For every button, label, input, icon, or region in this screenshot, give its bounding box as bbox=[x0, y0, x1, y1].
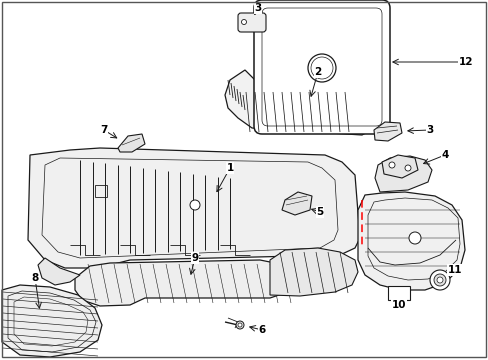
Polygon shape bbox=[2, 285, 102, 357]
Polygon shape bbox=[118, 134, 145, 152]
Bar bbox=[387, 286, 409, 300]
Text: 2: 2 bbox=[314, 67, 321, 77]
Circle shape bbox=[404, 165, 410, 171]
Polygon shape bbox=[381, 155, 417, 178]
Circle shape bbox=[429, 270, 449, 290]
Text: 4: 4 bbox=[440, 150, 448, 160]
FancyBboxPatch shape bbox=[253, 0, 389, 134]
Polygon shape bbox=[28, 148, 359, 268]
Circle shape bbox=[241, 19, 246, 24]
Text: 12: 12 bbox=[458, 57, 472, 67]
Text: 6: 6 bbox=[258, 325, 265, 335]
Circle shape bbox=[236, 321, 244, 329]
Text: 8: 8 bbox=[31, 273, 39, 283]
Text: 10: 10 bbox=[391, 300, 406, 310]
Polygon shape bbox=[38, 258, 80, 285]
Circle shape bbox=[238, 323, 242, 327]
Polygon shape bbox=[75, 260, 294, 306]
Circle shape bbox=[307, 54, 335, 82]
Polygon shape bbox=[357, 192, 464, 290]
Polygon shape bbox=[374, 156, 431, 192]
Text: 3: 3 bbox=[254, 3, 261, 13]
Polygon shape bbox=[282, 192, 311, 215]
Text: 5: 5 bbox=[316, 207, 323, 217]
Text: 1: 1 bbox=[226, 163, 233, 173]
Circle shape bbox=[388, 162, 394, 168]
Text: 11: 11 bbox=[447, 265, 461, 275]
Text: 3: 3 bbox=[426, 125, 433, 135]
Text: 7: 7 bbox=[100, 125, 107, 135]
Polygon shape bbox=[373, 122, 401, 141]
Circle shape bbox=[436, 277, 442, 283]
Polygon shape bbox=[269, 248, 357, 296]
Bar bbox=[95, 185, 107, 197]
Text: 9: 9 bbox=[191, 253, 198, 263]
FancyBboxPatch shape bbox=[238, 13, 265, 32]
Circle shape bbox=[408, 232, 420, 244]
Circle shape bbox=[433, 274, 445, 286]
Polygon shape bbox=[224, 70, 379, 135]
Circle shape bbox=[190, 200, 200, 210]
